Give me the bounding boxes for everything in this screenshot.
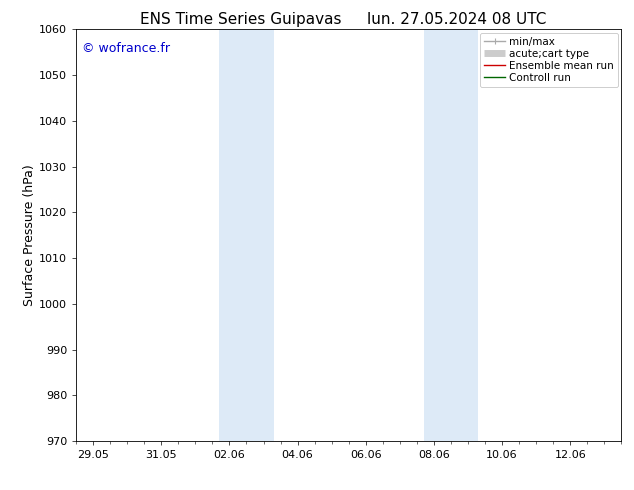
- Text: lun. 27.05.2024 08 UTC: lun. 27.05.2024 08 UTC: [367, 12, 546, 27]
- Y-axis label: Surface Pressure (hPa): Surface Pressure (hPa): [23, 164, 36, 306]
- Text: ENS Time Series Guipavas: ENS Time Series Guipavas: [140, 12, 342, 27]
- Bar: [424, 29, 478, 441]
- Legend: min/max, acute;cart type, Ensemble mean run, Controll run: min/max, acute;cart type, Ensemble mean …: [480, 32, 618, 87]
- Bar: [219, 29, 274, 441]
- Text: © wofrance.fr: © wofrance.fr: [82, 42, 169, 55]
